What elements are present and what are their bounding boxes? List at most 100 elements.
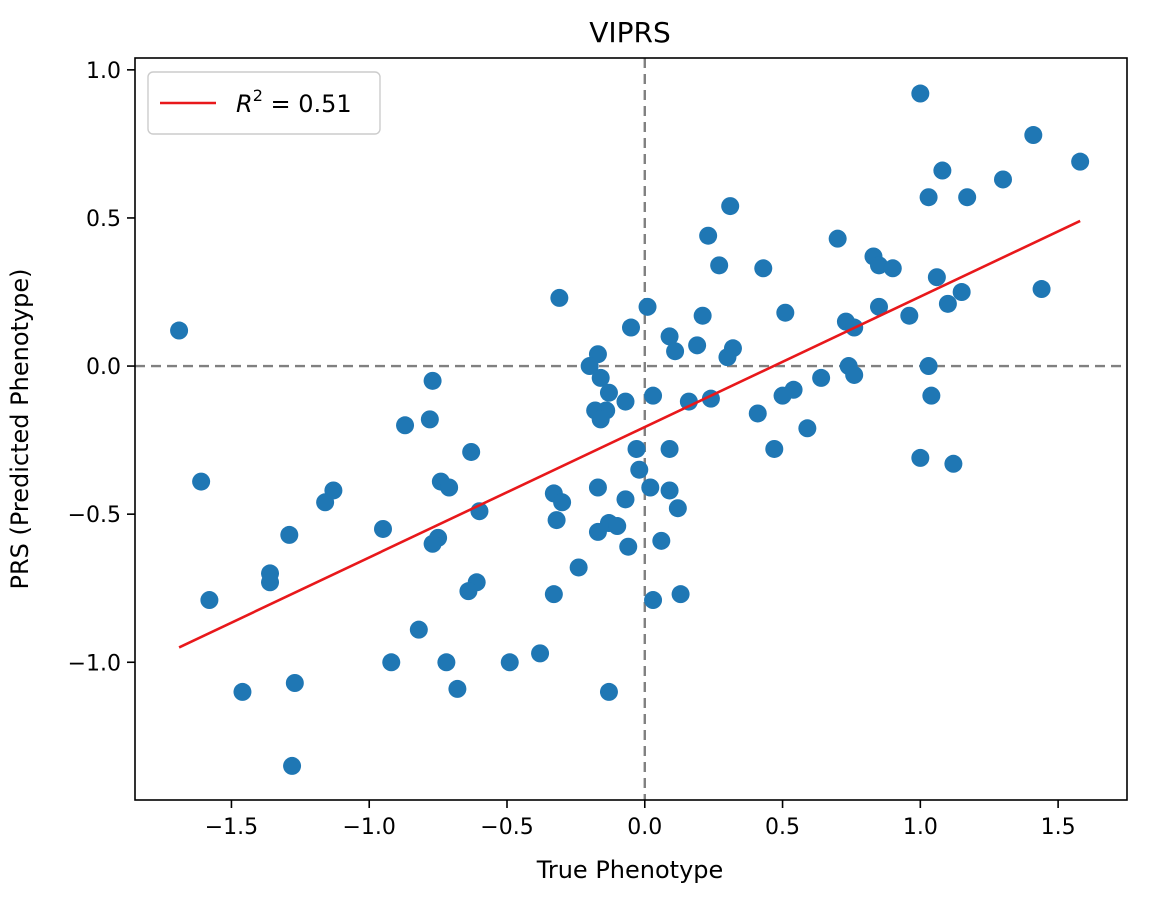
data-point <box>619 537 638 556</box>
data-point <box>588 522 607 541</box>
y-axis-ticks: −1.0 −0.5 0.0 0.5 1.0 <box>68 59 135 676</box>
y-tick-label: 0.0 <box>86 355 121 380</box>
y-tick-label: 1.0 <box>86 59 121 84</box>
data-point <box>911 448 930 467</box>
data-point <box>927 268 946 287</box>
data-point <box>500 653 519 672</box>
legend-label-sup: 2 <box>253 86 263 105</box>
data-point <box>644 386 663 405</box>
data-point <box>699 226 718 245</box>
data-point <box>531 644 550 663</box>
data-point <box>374 519 392 538</box>
y-tick-label: −0.5 <box>68 503 121 528</box>
data-point <box>627 439 646 458</box>
plot-frame <box>134 57 1128 801</box>
data-point <box>616 490 635 509</box>
data-point <box>283 756 302 775</box>
data-point <box>630 460 649 479</box>
data-point <box>420 410 439 429</box>
data-point <box>170 321 189 340</box>
data-point <box>660 481 679 500</box>
data-point <box>693 306 712 325</box>
data-point <box>437 653 456 672</box>
data-point <box>440 478 459 497</box>
data-point <box>622 318 640 337</box>
data-point <box>1071 152 1090 171</box>
data-point <box>773 386 792 405</box>
data-point <box>638 297 657 316</box>
data-point <box>550 288 569 307</box>
data-point <box>870 297 888 316</box>
data-point <box>994 170 1012 189</box>
data-point <box>459 582 478 601</box>
data-point <box>547 511 566 530</box>
data-point <box>671 585 690 604</box>
data-point <box>599 383 618 402</box>
data-point <box>192 472 211 491</box>
x-tick-label: −0.5 <box>480 815 533 840</box>
data-point <box>462 442 481 461</box>
data-point <box>718 348 737 367</box>
legend-label-rest: = 0.51 <box>263 90 352 118</box>
data-point <box>200 591 219 610</box>
x-tick-label: 1.5 <box>1041 815 1076 840</box>
x-tick-label: −1.5 <box>205 815 258 840</box>
data-point <box>922 386 941 405</box>
data-points <box>170 84 1090 775</box>
legend-label-base: R <box>236 90 253 118</box>
data-point <box>1032 280 1051 299</box>
data-point <box>569 558 588 577</box>
data-point <box>721 197 740 216</box>
data-point <box>544 585 563 604</box>
data-point <box>641 478 660 497</box>
data-point <box>798 419 817 438</box>
data-point <box>944 454 963 473</box>
data-point <box>660 439 679 458</box>
data-point <box>580 357 599 376</box>
data-point <box>710 256 729 275</box>
data-point <box>666 342 685 361</box>
data-point <box>933 161 952 180</box>
legend-entry-label: R2 = 0.51 <box>236 86 352 118</box>
data-point <box>958 188 977 207</box>
reference-lines <box>135 58 1127 800</box>
data-point <box>938 294 957 313</box>
data-point <box>776 303 795 322</box>
data-point <box>883 259 902 278</box>
data-point <box>616 392 635 411</box>
x-tick-label: 1.0 <box>903 815 938 840</box>
data-point <box>423 371 442 390</box>
data-point <box>870 256 888 275</box>
data-point <box>233 682 252 701</box>
data-point <box>679 392 698 411</box>
data-point <box>608 517 627 536</box>
x-axis-ticks: −1.5 −1.0 −0.5 0.0 0.5 1.0 1.5 <box>205 800 1076 840</box>
legend-box <box>147 71 381 135</box>
data-point <box>688 336 707 355</box>
data-point <box>919 188 938 207</box>
y-tick-label: 0.5 <box>86 207 121 232</box>
data-point <box>599 682 618 701</box>
x-tick-label: 0.5 <box>765 815 800 840</box>
data-point <box>448 679 467 698</box>
data-point <box>588 478 607 497</box>
y-axis-label: PRS (Predicted Phenotype) <box>6 269 34 590</box>
data-point <box>644 591 663 610</box>
data-point <box>591 410 610 429</box>
data-point <box>396 416 415 435</box>
data-point <box>316 493 335 512</box>
data-point <box>409 620 428 639</box>
data-point <box>911 84 930 103</box>
x-axis-label: True Phenotype <box>536 856 724 884</box>
chart-title: VIPRS <box>589 16 671 49</box>
data-point <box>423 534 442 553</box>
data-point <box>553 493 572 512</box>
data-point <box>280 525 299 544</box>
regression-line <box>178 219 1081 649</box>
data-point <box>845 365 864 384</box>
data-point <box>668 499 687 518</box>
x-tick-label: 0.0 <box>627 815 662 840</box>
data-point <box>652 531 671 550</box>
data-point <box>748 404 767 423</box>
data-point <box>591 368 610 387</box>
